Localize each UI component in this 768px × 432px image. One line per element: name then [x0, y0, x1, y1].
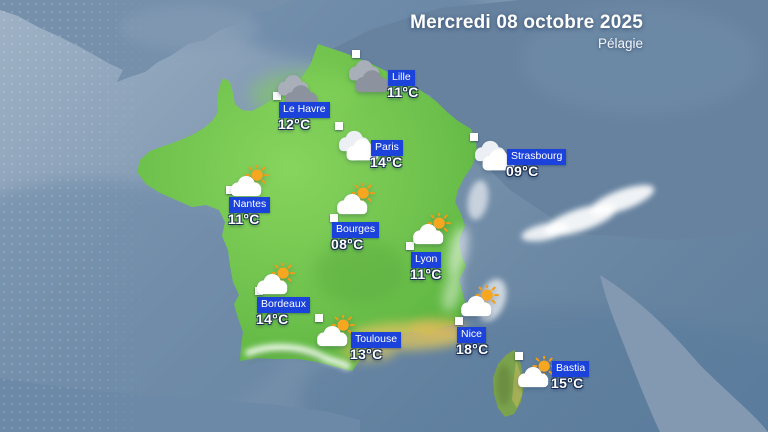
cloudy-dark-icon	[343, 59, 389, 98]
city-name-label-lille: Lille	[388, 70, 415, 86]
sun-cloud-icon	[514, 356, 556, 389]
french-alps-snow2	[442, 272, 462, 312]
city-temp-bourges: 08°C	[331, 236, 364, 252]
city-temp-paris: 14°C	[370, 154, 403, 170]
spain-landmass	[0, 378, 360, 432]
city-temp-lyon: 11°C	[410, 266, 442, 282]
city-temp-strasbourg: 09°C	[506, 163, 539, 179]
england-highlight	[120, 6, 260, 50]
city-name-label-nantes: Nantes	[229, 197, 271, 213]
city-name-label-bourges: Bourges	[332, 222, 380, 238]
city-name-label-paris: Paris	[371, 140, 403, 156]
sea-biscay	[0, 180, 300, 432]
germany-texture	[520, 5, 760, 115]
city-marker-le-havre	[273, 92, 281, 100]
city-temp-nice: 18°C	[456, 341, 489, 357]
city-marker-bastia	[515, 352, 523, 360]
french-alps-snow	[447, 226, 469, 278]
date-title: Mercredi 08 octobre 2025	[410, 12, 643, 33]
city-name-label-bastia: Bastia	[552, 361, 590, 377]
city-marker-toulouse	[315, 314, 323, 322]
city-temp-lille: 11°C	[387, 84, 419, 100]
city-marker-nice	[455, 317, 463, 325]
sun-cloud-icon	[253, 263, 295, 296]
city-name-label-nice: Nice	[457, 327, 487, 343]
terrain-south-yellow2	[410, 318, 466, 338]
city-name-label-strasbourg: Strasbourg	[507, 149, 567, 165]
city-marker-nantes	[226, 186, 234, 194]
terrain-massif-central	[315, 240, 405, 304]
city-name-label-le-havre: Le Havre	[279, 102, 330, 118]
city-marker-bourges	[330, 214, 338, 222]
city-name-label-lyon: Lyon	[411, 252, 442, 268]
city-name-label-toulouse: Toulouse	[351, 332, 402, 348]
sun-cloud-icon	[409, 213, 451, 246]
city-marker-strasbourg	[470, 133, 478, 141]
city-temp-toulouse: 13°C	[350, 346, 383, 362]
city-temp-bordeaux: 14°C	[256, 311, 289, 327]
sun-cloud-icon	[333, 183, 375, 216]
pyrenees-snow	[244, 343, 353, 371]
city-temp-bastia: 15°C	[551, 375, 584, 391]
city-temp-nantes: 11°C	[228, 211, 260, 227]
city-name-label-bordeaux: Bordeaux	[257, 297, 310, 313]
sun-cloud-icon	[313, 315, 355, 348]
city-marker-lille	[352, 50, 360, 58]
sun-cloud-icon	[457, 285, 499, 318]
corsica-mountains	[497, 365, 511, 405]
cloudy-icon	[470, 139, 516, 174]
saint-of-day: Pélagie	[597, 35, 643, 51]
city-marker-lyon	[406, 242, 414, 250]
italy-landmass	[600, 275, 768, 432]
city-temp-le-havre: 12°C	[278, 116, 311, 132]
sun-cloud-icon	[227, 165, 269, 198]
city-marker-paris	[335, 122, 343, 130]
pyrenees-shadow	[247, 351, 323, 363]
corsica-east-plain	[512, 360, 522, 408]
date-header: Mercredi 08 octobre 2025 Pélagie	[410, 12, 643, 51]
